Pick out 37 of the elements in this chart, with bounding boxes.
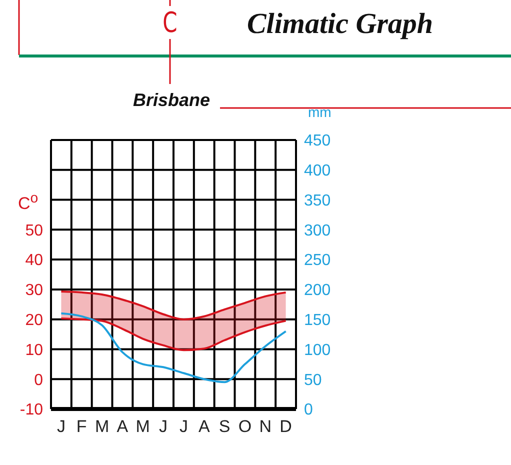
y-tick-label: -10: [20, 402, 44, 419]
chart-title: Climatic Graph: [246, 8, 434, 40]
x-tick-label: J: [179, 417, 188, 436]
y2-tick-label: 350: [304, 192, 331, 210]
line-series: [60, 312, 287, 384]
y2-tick-label: 250: [304, 252, 331, 270]
y-tick-label: 50: [25, 222, 44, 240]
y-axis-title: C$^{o}$: [18, 190, 38, 213]
y-tick-label: 20: [25, 312, 44, 330]
chart-subtitle: Brisbane: [133, 90, 210, 110]
y-tick-label: 0: [34, 372, 44, 389]
y2-tick-label: 150: [304, 312, 331, 330]
y2-tick-label: 100: [304, 342, 331, 359]
x-tick-label: O: [238, 417, 252, 436]
x-tick-label: M: [94, 417, 110, 436]
y2-tick-label: 450: [304, 132, 331, 150]
x-tick-label: J: [159, 417, 168, 436]
x-tick-label: D: [280, 417, 292, 436]
line-series: [60, 290, 287, 320]
y2-axis-title: mm: [308, 104, 332, 120]
y2-tick-label: 400: [304, 162, 331, 180]
y-tick-label: 10: [25, 342, 44, 359]
y2-tick-label: 0: [304, 402, 313, 419]
x-tick-label: N: [259, 417, 272, 436]
y-tick-label: 30: [25, 282, 44, 300]
y2-tick-label: 50: [304, 372, 322, 389]
line-series: [60, 317, 287, 352]
y-tick-label: 40: [25, 252, 44, 270]
y2-tick-label: 200: [304, 282, 331, 300]
x-tick-label: A: [198, 417, 210, 436]
x-tick-label: F: [76, 417, 87, 436]
x-tick-label: A: [116, 417, 129, 436]
text: C: [162, 6, 178, 39]
x-tick-label: S: [218, 417, 230, 436]
x-tick-label: J: [56, 417, 66, 436]
x-tick-label: M: [136, 417, 150, 436]
y2-tick-label: 300: [304, 222, 331, 240]
